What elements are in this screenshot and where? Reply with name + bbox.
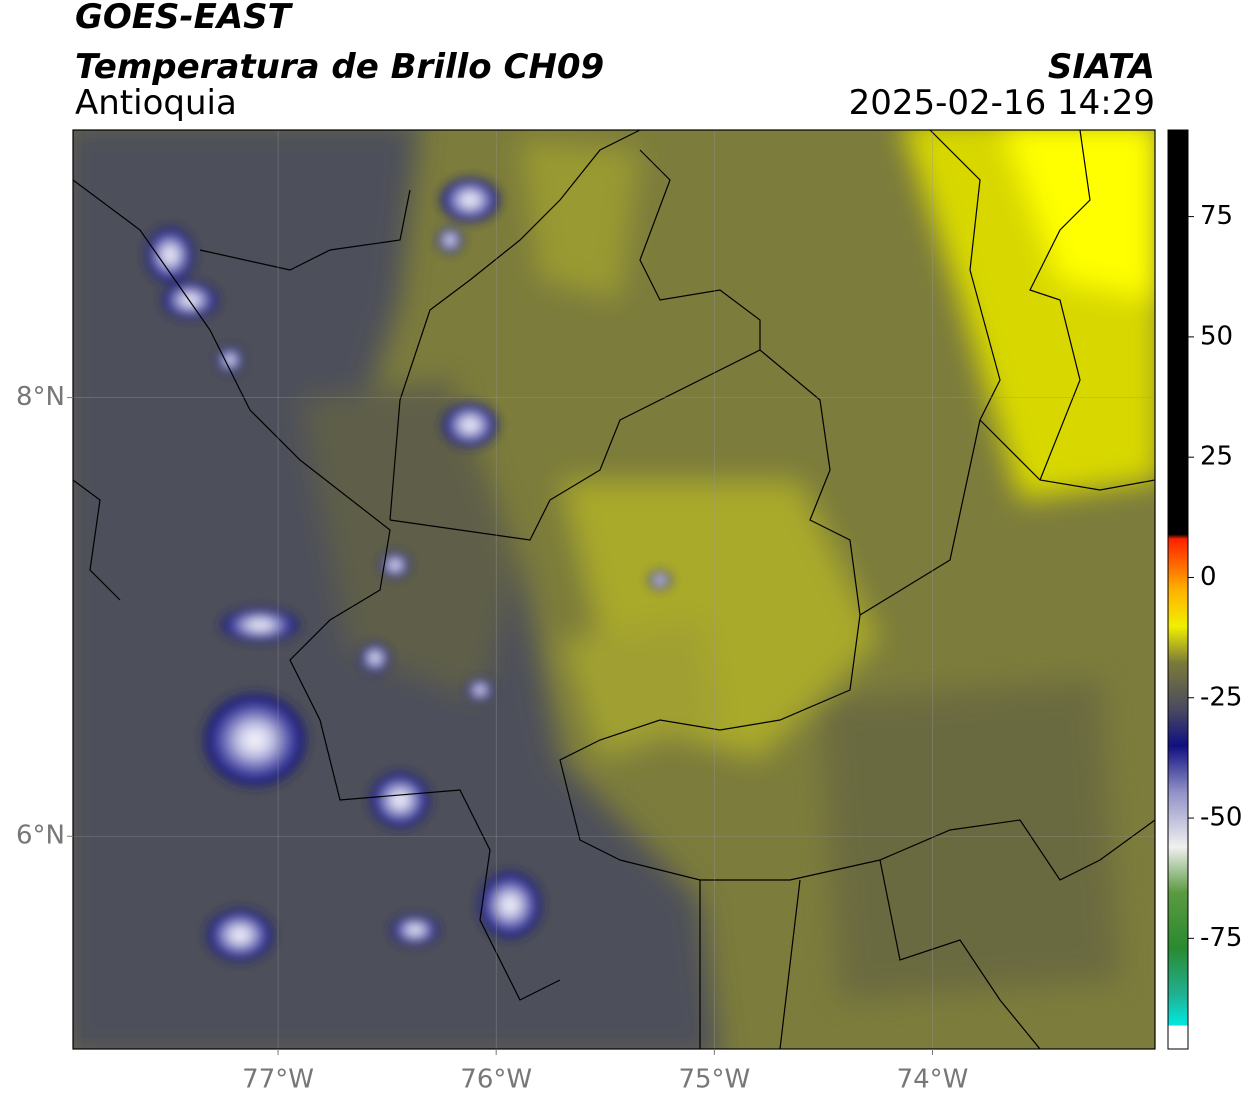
map-frame <box>72 129 1156 1050</box>
colorbar <box>1167 129 1189 1050</box>
colorbar-tick-label: -75 <box>1200 923 1242 953</box>
x-tick-label: 76°W <box>460 1065 532 1095</box>
colorbar-tick-label: 0 <box>1200 562 1217 592</box>
colorbar-tick-label: 75 <box>1200 201 1233 231</box>
x-tick-label: 75°W <box>678 1065 750 1095</box>
datetime: 2025-02-16 14:29 <box>849 83 1155 123</box>
y-tick-label: 8°N <box>16 382 65 412</box>
x-tick-label: 74°W <box>897 1065 969 1095</box>
colorbar-tick-label: -50 <box>1200 803 1242 833</box>
source: SIATA <box>1048 47 1155 87</box>
x-tick-label: 77°W <box>242 1065 314 1095</box>
colorbar-tick-label: 25 <box>1200 442 1233 472</box>
region: Antioquia <box>75 83 237 123</box>
map-image <box>73 130 1155 1049</box>
colorbar-tick-label: 50 <box>1200 321 1233 351</box>
colorbar-tick-label: -25 <box>1200 682 1242 712</box>
title: GOES-EAST <box>75 0 294 37</box>
y-tick-label: 6°N <box>16 821 65 851</box>
subtitle: Temperatura de Brillo CH09 <box>75 47 604 87</box>
